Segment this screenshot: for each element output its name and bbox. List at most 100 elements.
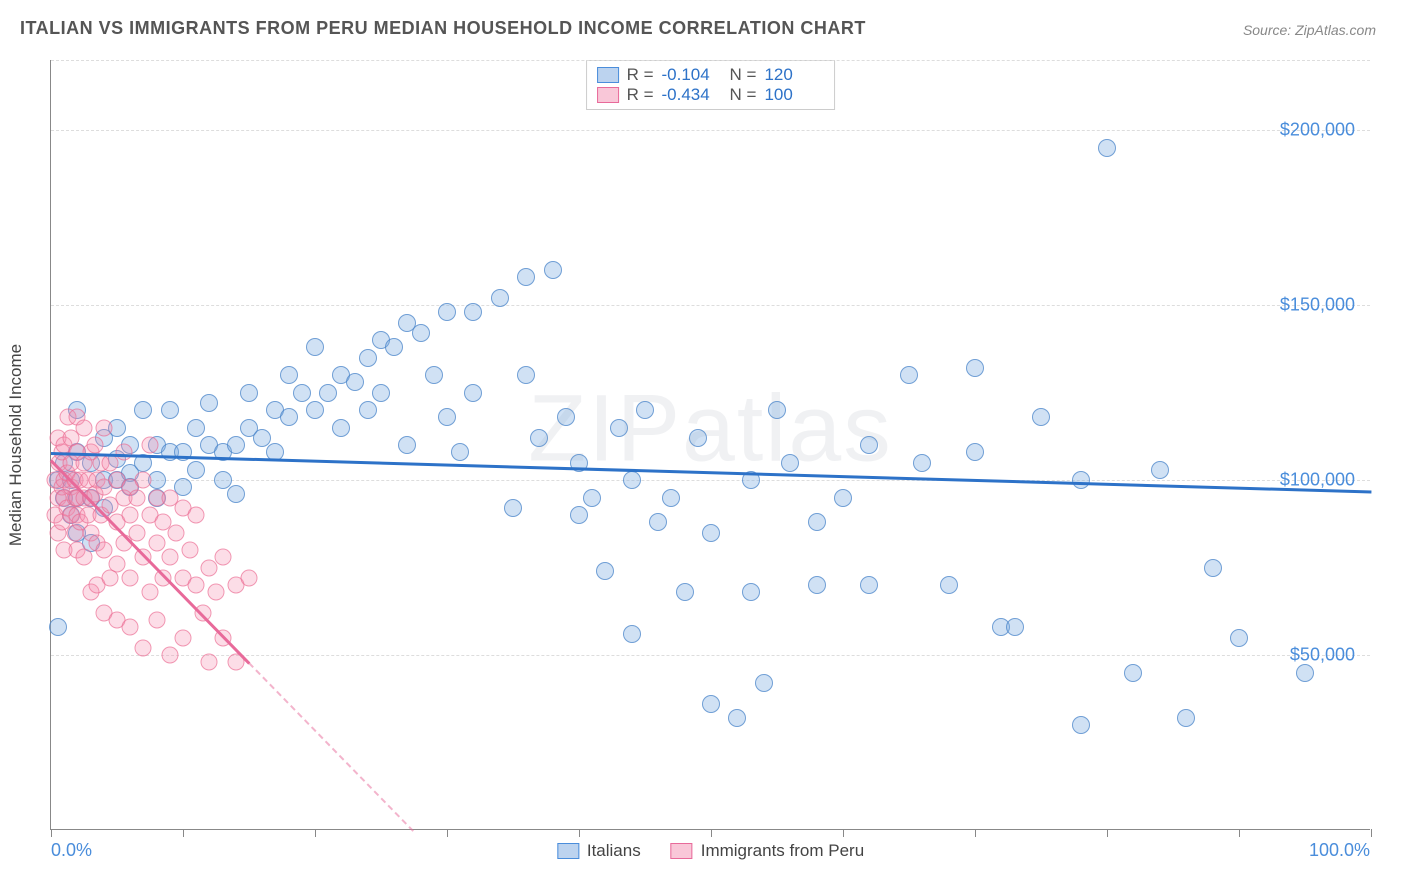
scatter-point (187, 461, 205, 479)
scatter-point (596, 562, 614, 580)
scatter-point (464, 384, 482, 402)
scatter-point (636, 401, 654, 419)
scatter-point (161, 647, 178, 664)
scatter-point (913, 454, 931, 472)
r-label: R = (627, 85, 654, 105)
source-label: Source: ZipAtlas.com (1243, 22, 1376, 38)
trend-line (249, 662, 415, 831)
scatter-point (900, 366, 918, 384)
legend-item-italians: Italians (557, 841, 641, 861)
scatter-point (168, 524, 185, 541)
scatter-point (227, 485, 245, 503)
scatter-point (504, 499, 522, 517)
scatter-point (208, 584, 225, 601)
scatter-point (201, 654, 218, 671)
scatter-point (1151, 461, 1169, 479)
scatter-point (109, 556, 126, 573)
swatch-icon (597, 87, 619, 103)
scatter-point (1006, 618, 1024, 636)
scatter-point (755, 674, 773, 692)
scatter-point (808, 576, 826, 594)
scatter-point (128, 489, 145, 506)
x-tick (579, 829, 580, 837)
scatter-point (676, 583, 694, 601)
scatter-point (702, 524, 720, 542)
stats-row-1: R = -0.104 N = 120 (597, 65, 825, 85)
scatter-point (623, 471, 641, 489)
scatter-point (306, 401, 324, 419)
swatch-icon (557, 843, 579, 859)
scatter-point (860, 436, 878, 454)
scatter-point (491, 289, 509, 307)
scatter-point (214, 549, 231, 566)
scatter-point (148, 612, 165, 629)
legend-label: Italians (587, 841, 641, 861)
scatter-point (122, 619, 139, 636)
x-axis-max-label: 100.0% (1309, 840, 1370, 861)
scatter-point (359, 401, 377, 419)
scatter-point (161, 549, 178, 566)
scatter-point (76, 549, 93, 566)
scatter-point (649, 513, 667, 531)
scatter-point (412, 324, 430, 342)
scatter-point (346, 373, 364, 391)
scatter-point (834, 489, 852, 507)
scatter-point (517, 366, 535, 384)
scatter-point (623, 625, 641, 643)
scatter-point (860, 576, 878, 594)
scatter-point (610, 419, 628, 437)
scatter-point (319, 384, 337, 402)
scatter-point (332, 419, 350, 437)
scatter-point (181, 542, 198, 559)
scatter-point (966, 443, 984, 461)
scatter-point (530, 429, 548, 447)
scatter-point (161, 401, 179, 419)
scatter-point (544, 261, 562, 279)
y-tick-label: $200,000 (1280, 120, 1355, 141)
scatter-point (781, 454, 799, 472)
x-tick (51, 829, 52, 837)
scatter-point (662, 489, 680, 507)
x-tick (183, 829, 184, 837)
n-label: N = (730, 65, 757, 85)
scatter-point (966, 359, 984, 377)
scatter-point (438, 408, 456, 426)
scatter-point (425, 366, 443, 384)
n-value: 100 (764, 85, 824, 105)
scatter-point (1296, 664, 1314, 682)
scatter-point (187, 419, 205, 437)
scatter-point (122, 570, 139, 587)
stats-legend: R = -0.104 N = 120 R = -0.434 N = 100 (586, 60, 836, 110)
scatter-point (1124, 664, 1142, 682)
plot-area: ZIPatlas Median Household Income R = -0.… (50, 60, 1370, 830)
scatter-point (280, 408, 298, 426)
scatter-point (1230, 629, 1248, 647)
scatter-point (940, 576, 958, 594)
swatch-icon (671, 843, 693, 859)
scatter-point (188, 507, 205, 524)
scatter-point (175, 629, 192, 646)
scatter-point (438, 303, 456, 321)
x-tick (711, 829, 712, 837)
bottom-legend: Italians Immigrants from Peru (557, 841, 864, 861)
r-label: R = (627, 65, 654, 85)
scatter-point (142, 584, 159, 601)
scatter-point (398, 436, 416, 454)
scatter-point (1032, 408, 1050, 426)
scatter-point (142, 437, 159, 454)
scatter-point (240, 384, 258, 402)
scatter-point (583, 489, 601, 507)
x-tick (1239, 829, 1240, 837)
chart-title: ITALIAN VS IMMIGRANTS FROM PERU MEDIAN H… (20, 18, 866, 39)
scatter-point (128, 524, 145, 541)
x-tick (1107, 829, 1108, 837)
scatter-point (95, 542, 112, 559)
scatter-point (372, 384, 390, 402)
scatter-point (135, 640, 152, 657)
y-tick-label: $150,000 (1280, 295, 1355, 316)
x-tick (1371, 829, 1372, 837)
scatter-point (134, 401, 152, 419)
x-tick (843, 829, 844, 837)
scatter-point (122, 507, 139, 524)
scatter-point (385, 338, 403, 356)
